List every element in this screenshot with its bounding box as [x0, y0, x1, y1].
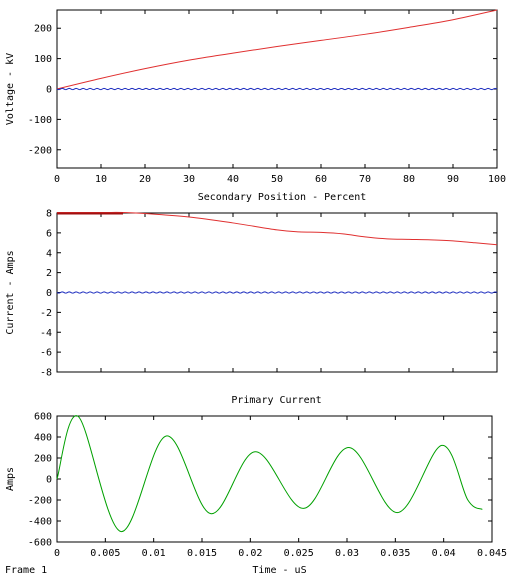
- x-tick-label: 0.04: [432, 548, 456, 559]
- y-tick-label: 400: [34, 433, 52, 444]
- y-tick-label: -6: [40, 348, 52, 359]
- x-axis-label: Secondary Position - Percent: [198, 192, 367, 203]
- x-tick-label: 0: [54, 548, 60, 559]
- y-tick-label: 2: [46, 268, 52, 279]
- x-tick-label: 0.005: [90, 548, 120, 559]
- x-tick-label: 0: [54, 174, 60, 185]
- y-tick-label: 0: [46, 288, 52, 299]
- x-tick-label: 60: [315, 174, 327, 185]
- x-tick-label: 30: [183, 174, 195, 185]
- y-tick-label: 0: [46, 85, 52, 96]
- y-tick-label: -8: [40, 368, 52, 379]
- x-tick-label: 40: [227, 174, 239, 185]
- plot-frame: [56, 415, 493, 543]
- y-tick-label: 200: [34, 24, 52, 35]
- x-tick-label: 100: [488, 174, 506, 185]
- y-tick-label: 200: [34, 454, 52, 465]
- x-tick-label: 0.045: [477, 548, 507, 559]
- current-chart: -8 -6 -4 -2 0 2 4 6 8 Current - Amps: [5, 209, 498, 379]
- x-tick-label: 90: [447, 174, 459, 185]
- y-tick-label: 6: [46, 228, 52, 239]
- y-tick-label: 600: [34, 412, 52, 423]
- primary-current-chart: 0 0.005 0.01 0.015 0.02 0.025 0.03 0.035 0.04 0.0…: [5, 395, 507, 576]
- x-tick-label: 70: [359, 174, 371, 185]
- x-axis-label: Time - uS: [252, 565, 306, 576]
- x-tick-label: 0.025: [284, 548, 314, 559]
- baseline-series-line: [56, 87, 498, 91]
- y-axis-label: Amps: [5, 467, 16, 491]
- primary-series-line: [56, 415, 483, 532]
- x-tick-label: 10: [95, 174, 107, 185]
- chart-title: Primary Current: [231, 395, 321, 406]
- y-tick-label: -100: [28, 115, 52, 126]
- y-tick-label: -4: [40, 328, 52, 339]
- y-tick-label: -200: [28, 496, 52, 507]
- x-tick-label: 0.01: [142, 548, 166, 559]
- y-tick-label: -400: [28, 517, 52, 528]
- y-axis-label: Current - Amps: [5, 250, 16, 334]
- x-tick-label: 80: [403, 174, 415, 185]
- y-axis-label: Voltage - kV: [5, 53, 16, 125]
- y-tick-label: 100: [34, 54, 52, 65]
- frame-label: Frame 1: [5, 565, 48, 576]
- y-tick-label: -600: [28, 538, 52, 549]
- y-tick-label: -200: [28, 145, 52, 156]
- y-tick-label: 4: [46, 248, 52, 259]
- y-tick-label: 8: [46, 209, 52, 220]
- y-tick-label: 0: [46, 475, 52, 486]
- current-series-line: [56, 211, 498, 246]
- x-tick-label: 0.02: [238, 548, 262, 559]
- x-tick-label: 0.015: [187, 548, 217, 559]
- x-tick-label: 0.035: [380, 548, 410, 559]
- voltage-chart: 0 10 20 30 40 50 60 70 80 90 100 -200 -100 0 100 200 Sec…: [5, 9, 506, 203]
- x-tick-label: 0.03: [335, 548, 359, 559]
- baseline-series-line: [56, 291, 498, 294]
- voltage-series-line: [56, 9, 498, 90]
- x-tick-label: 20: [139, 174, 151, 185]
- x-tick-label: 50: [271, 174, 283, 185]
- y-tick-label: -2: [40, 308, 52, 319]
